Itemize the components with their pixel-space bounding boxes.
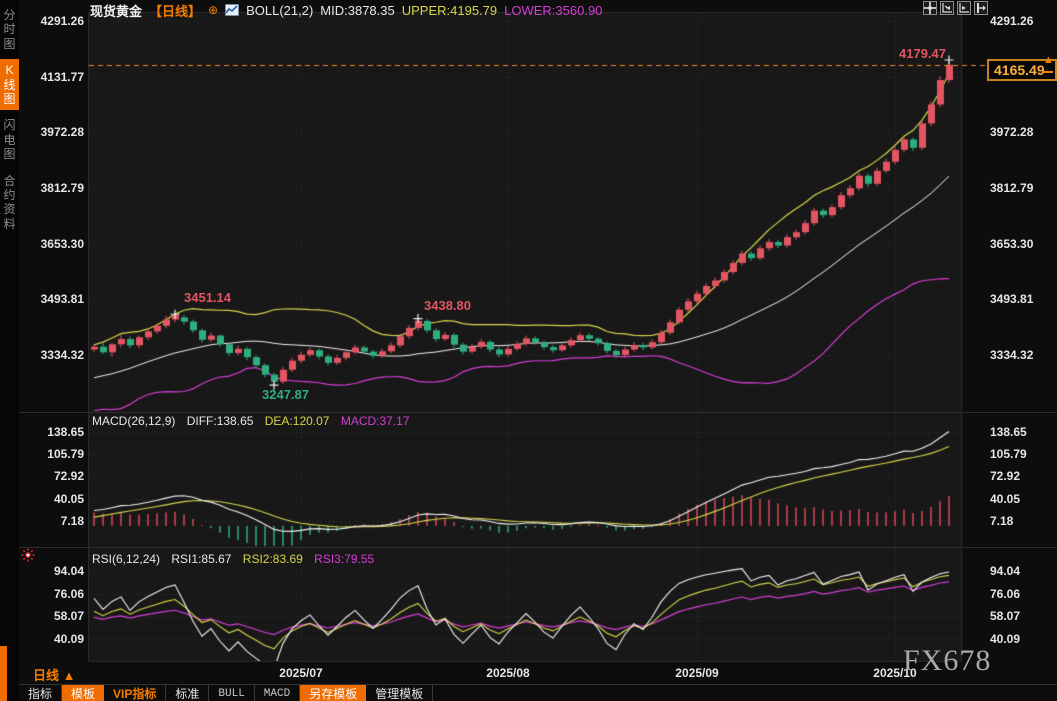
date-axis-label: 2025/09 [675, 666, 719, 680]
boll-lower-value: LOWER:3560.90 [504, 2, 603, 18]
sidebar-tab-4[interactable]: 合约资料 [3, 173, 16, 231]
price-axis-label: 3812.79 [990, 181, 1034, 195]
rsi-header: RSI(6,12,24) RSI1:85.67 RSI2:83.69 RSI3:… [92, 552, 382, 566]
period-selector-button[interactable]: 日线 ▲ [33, 668, 76, 683]
price-axis-label: 4291.26 [40, 14, 84, 28]
toolbar-item-3[interactable]: VIP指标 [104, 685, 167, 701]
rsi-axis-label: 76.06 [990, 586, 1021, 601]
sidebar-tab-1[interactable]: 分时图 [3, 8, 16, 51]
panel-divider [19, 412, 1057, 413]
chart-tools [923, 1, 988, 15]
move-tool-icon[interactable] [923, 1, 937, 15]
alert-blink-icon [21, 548, 35, 567]
macd-axis-label: 105.79 [47, 447, 84, 462]
corner-accent-strip [0, 646, 7, 701]
rsi1-value: RSI1:85.67 [171, 552, 232, 566]
macd-axis-label: 40.05 [53, 491, 84, 506]
price-axis-label: 4291.26 [990, 14, 1034, 28]
price-axis-label: 3493.81 [990, 292, 1034, 307]
macd-params-label: MACD(26,12,9) [92, 414, 176, 428]
x-axis-row: 日线 ▲ 2025/07 2025/08 2025/09 2025/10 [19, 662, 1057, 684]
rsi-axis-label: 94.04 [990, 564, 1021, 578]
macd-dea-value: DEA:120.07 [264, 414, 330, 428]
left-sidebar: 分时图 K线图闪电图合约资料 [0, 0, 19, 701]
price-axis-label: 3972.28 [40, 125, 84, 140]
rsi-axis-label: 40.09 [53, 632, 84, 646]
rsi-params-label: RSI(6,12,24) [92, 552, 161, 566]
date-axis-label: 2025/10 [873, 666, 917, 680]
boll-mid-value: MID:3878.35 [320, 2, 395, 18]
period-tag[interactable]: 【日线】 [149, 3, 202, 19]
macd-macd-value: MACD:37.17 [340, 414, 410, 428]
macd-axis-label: 7.18 [990, 514, 1014, 528]
last-price-tag: 4165.49 [987, 59, 1057, 81]
sidebar-tab-2[interactable]: K线图 [0, 59, 19, 111]
macd-axis-label: 105.79 [990, 447, 1027, 462]
expand-axis-icon[interactable] [957, 1, 971, 15]
price-axis-label: 3653.30 [40, 236, 84, 251]
marked-high-label: 3451.14 [184, 290, 231, 305]
panel-divider [19, 547, 1057, 548]
marked-high-label: 4179.47 [899, 46, 946, 61]
rsi-axis-label: 94.04 [53, 564, 84, 578]
macd-axis-label: 138.65 [47, 425, 84, 439]
candlestick-chart-canvas[interactable] [88, 0, 986, 664]
marked-high-label: 3438.80 [424, 298, 471, 313]
marked-low-label: 3247.87 [262, 387, 309, 402]
goto-latest-icon[interactable] [974, 1, 988, 15]
add-indicator-icon[interactable]: ⊕ [208, 3, 219, 17]
date-axis-label: 2025/07 [279, 666, 323, 680]
price-axis-label: 3972.28 [990, 125, 1034, 140]
bottom-toolbar: 指标 模板 VIP指标 标准 BULL MACD 另存模板 管理模板 [19, 684, 1057, 701]
price-axis-label: 3653.30 [990, 236, 1034, 251]
chart-thumbnail-icon[interactable] [225, 4, 240, 16]
rsi2-value: RSI2:83.69 [242, 552, 303, 566]
boll-params-label: BOLL(21,2) [246, 2, 314, 18]
macd-diff-value: DIFF:138.65 [186, 414, 254, 428]
toolbar-item-8[interactable]: 管理模板 [366, 685, 434, 701]
macd-axis-label: 72.92 [990, 469, 1021, 484]
macd-axis-label: 138.65 [990, 425, 1027, 439]
macd-axis-label: 72.92 [53, 469, 84, 484]
rsi-axis-label: 58.07 [990, 609, 1021, 624]
price-axis-label: 3334.32 [990, 348, 1034, 362]
rsi-axis-label: 76.06 [53, 586, 84, 601]
toolbar-item-4[interactable]: 标准 [166, 685, 210, 701]
chart-title-bar: 现货黄金 【日线】 ⊕ BOLL(21,2) MID:3878.35 UPPER… [90, 2, 603, 19]
toolbar-item-7[interactable]: 另存模板 [300, 685, 367, 701]
price-axis-label: 4131.77 [40, 69, 84, 84]
toolbar-item-1[interactable]: 指标 [19, 685, 63, 701]
macd-axis-label: 7.18 [60, 514, 84, 528]
rsi-axis-label: 40.09 [990, 632, 1021, 646]
symbol-name: 现货黄金 [90, 3, 143, 19]
macd-header: MACD(26,12,9) DIFF:138.65 DEA:120.07 MAC… [92, 414, 418, 428]
rsi-axis-label: 58.07 [53, 609, 84, 624]
scroll-up-marker-icon[interactable]: ▲ [1043, 55, 1054, 75]
date-axis-label: 2025/08 [486, 666, 530, 680]
fx678-watermark: FX678 [903, 644, 992, 677]
boll-upper-value: UPPER:4195.79 [401, 2, 498, 18]
rsi3-value: RSI3:79.55 [314, 552, 375, 566]
price-axis-label: 3334.32 [40, 348, 84, 362]
compress-axis-icon[interactable] [940, 1, 954, 15]
toolbar-item-5[interactable]: BULL [209, 685, 255, 701]
price-axis-label: 3812.79 [40, 181, 84, 195]
toolbar-item-6[interactable]: MACD [255, 685, 301, 701]
price-axis-label: 3493.81 [40, 292, 84, 307]
sidebar-tab-3[interactable]: 闪电图 [3, 118, 16, 162]
macd-axis-label: 40.05 [990, 491, 1021, 506]
toolbar-item-2[interactable]: 模板 [62, 685, 105, 701]
